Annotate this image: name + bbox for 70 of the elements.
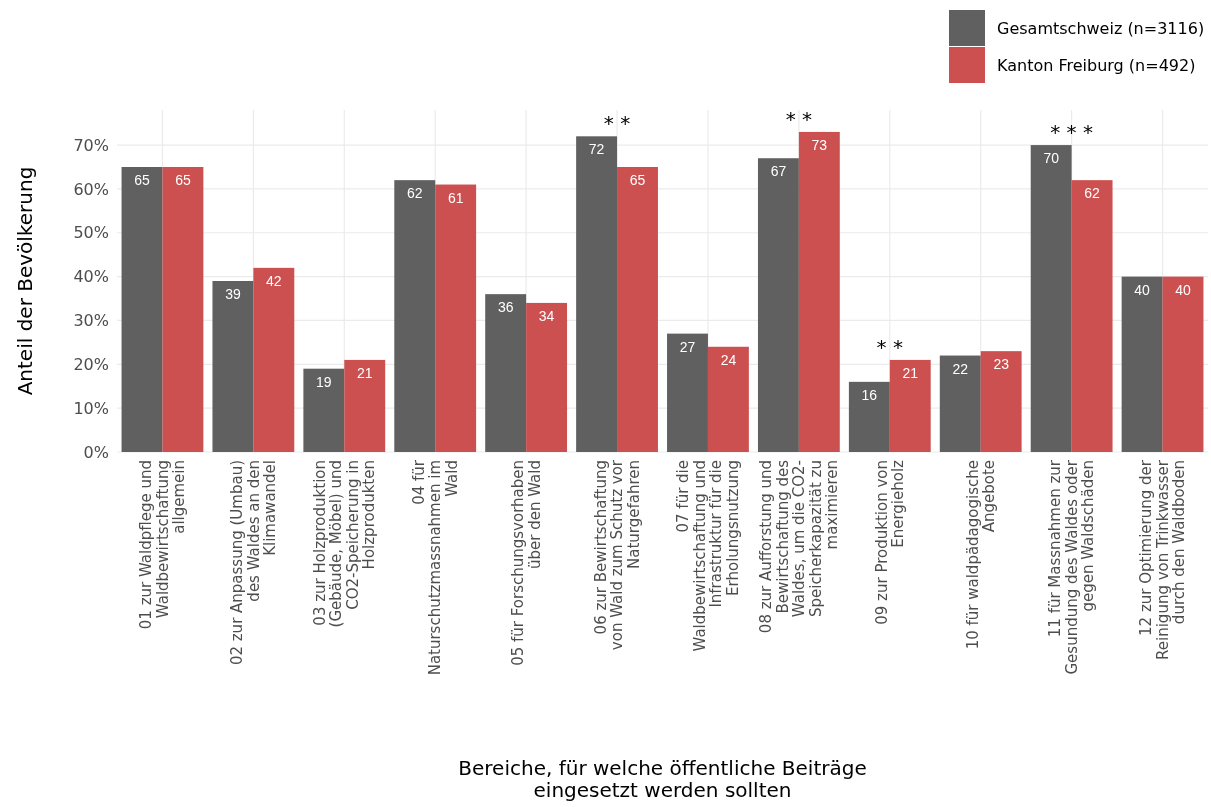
data-label: 65 xyxy=(134,172,150,188)
data-label: 24 xyxy=(720,351,737,368)
annotation: * * xyxy=(603,111,631,136)
bar xyxy=(707,346,749,452)
y-tick-label: 60% xyxy=(73,179,109,199)
data-label: 65 xyxy=(629,172,646,188)
legend-label: Gesamtschweiz (n=3116) xyxy=(997,18,1205,38)
bar xyxy=(435,184,477,452)
bar xyxy=(889,359,931,452)
data-label: 40 xyxy=(1134,281,1151,298)
y-tick-label: 0% xyxy=(83,442,109,462)
bar xyxy=(485,294,527,452)
data-label: 39 xyxy=(225,286,241,302)
data-label: 62 xyxy=(406,185,423,202)
bar xyxy=(121,167,163,452)
x-tick-label: 04 für Naturschutzmassnahmen im Wald xyxy=(409,459,461,676)
bar xyxy=(1162,276,1204,452)
data-label: 61 xyxy=(447,189,464,206)
bar xyxy=(980,351,1022,452)
bar xyxy=(1121,276,1163,452)
bar xyxy=(1071,180,1113,452)
bar xyxy=(798,131,840,452)
bar xyxy=(848,381,890,452)
bar xyxy=(667,333,708,452)
data-label: 23 xyxy=(993,356,1010,373)
x-tick-label: 11 für Massnahmen zur Gesundung des Waldes oder gegen Waldschäden xyxy=(1046,459,1098,675)
data-label: 36 xyxy=(497,299,514,316)
y-tick-label: 20% xyxy=(73,354,109,374)
bar xyxy=(212,281,254,452)
x-tick-label: 01 zur Waldpflege und Waldbewirtschaftung allgemein xyxy=(137,460,189,630)
data-label: 73 xyxy=(811,136,828,153)
data-label: 40 xyxy=(1175,281,1191,298)
y-tick-label: 40% xyxy=(73,267,109,287)
legend-label: Kanton Freiburg (n=492) xyxy=(997,55,1196,75)
y-tick-label: 30% xyxy=(73,311,109,331)
data-label: 72 xyxy=(588,141,605,158)
annotation: * * * xyxy=(1050,120,1093,145)
bar xyxy=(939,355,981,452)
data-label: 27 xyxy=(679,338,696,355)
bar xyxy=(394,180,436,452)
annotation: * * xyxy=(876,334,903,359)
y-tick-label: 10% xyxy=(73,398,109,418)
annotation: * * xyxy=(785,106,813,131)
x-tick-label: 10 für waldpädagogische Angebote xyxy=(963,460,999,650)
x-tick-label: 05 für Forschungsvorhaben über den Wald xyxy=(509,460,544,666)
data-label: 67 xyxy=(770,163,787,180)
y-tick-label: 50% xyxy=(73,223,109,243)
bar xyxy=(162,167,204,452)
bar xyxy=(576,136,618,452)
data-label: 21 xyxy=(902,364,919,381)
data-label: 65 xyxy=(175,172,191,188)
data-label: 62 xyxy=(1084,185,1101,202)
data-label: 19 xyxy=(316,373,332,390)
x-tick-label: 08 zur Aufforstung und Bewirtschaftung des Waldes, um die CO2- Speicherkapazität zu maximieren xyxy=(757,459,842,634)
data-label: 70 xyxy=(1043,150,1060,167)
bar xyxy=(617,167,658,452)
y-axis-title: Anteil der Bevölkerung xyxy=(13,166,37,396)
data-label: 34 xyxy=(538,307,555,324)
data-label: 21 xyxy=(356,364,373,381)
y-tick-label: 70% xyxy=(73,135,109,155)
bar xyxy=(344,359,386,452)
x-axis-title: Bereiche, für welche öffentliche Beiträge eingesetzt werden sollten xyxy=(458,756,867,802)
bar xyxy=(757,158,799,452)
bar xyxy=(253,267,295,452)
data-label: 42 xyxy=(266,272,282,289)
data-label: 22 xyxy=(952,360,969,377)
data-label: 16 xyxy=(861,386,878,403)
bar xyxy=(303,368,345,452)
bar xyxy=(526,302,568,452)
bar xyxy=(1030,145,1072,452)
